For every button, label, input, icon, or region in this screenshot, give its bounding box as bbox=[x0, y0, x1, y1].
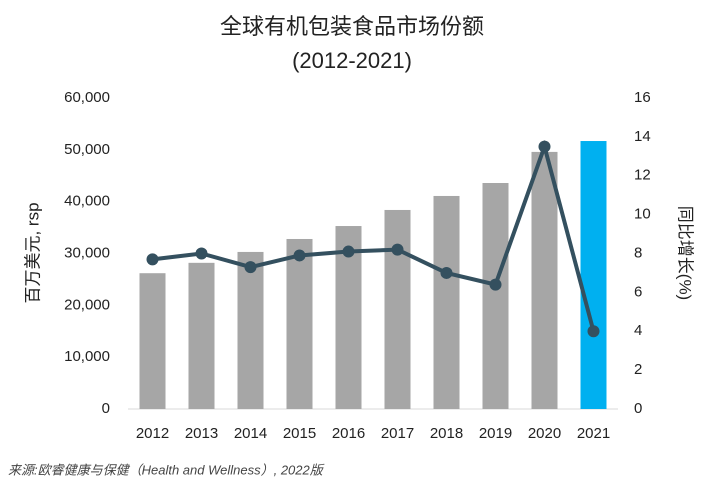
bar bbox=[433, 195, 460, 409]
y2-tick-label: 10 bbox=[634, 206, 651, 223]
line-point bbox=[195, 247, 208, 260]
x-tick-label: 2015 bbox=[283, 425, 316, 442]
y-tick-label: 50,000 bbox=[64, 141, 110, 158]
y-tick-label: 40,000 bbox=[64, 193, 110, 210]
bar bbox=[286, 238, 313, 409]
y2-tick-label: 6 bbox=[634, 283, 642, 300]
line-point bbox=[489, 278, 502, 291]
chart-title: 全球有机包装食品市场份额 bbox=[220, 14, 484, 39]
x-tick-label: 2016 bbox=[332, 425, 365, 442]
line bbox=[152, 139, 596, 332]
x-tick-label: 2020 bbox=[528, 425, 561, 442]
line-point bbox=[244, 261, 257, 274]
y2-tick-label: 0 bbox=[634, 400, 642, 417]
bar bbox=[139, 273, 166, 409]
bar bbox=[531, 151, 558, 409]
x-tick-label: 2014 bbox=[234, 425, 267, 442]
line-point bbox=[293, 249, 306, 262]
line-point bbox=[440, 266, 453, 279]
y-tick-label: 10,000 bbox=[64, 348, 110, 365]
line-point bbox=[391, 243, 404, 256]
bar bbox=[580, 141, 607, 409]
line-point bbox=[538, 140, 551, 153]
line-point bbox=[146, 253, 159, 266]
line-point bbox=[587, 325, 600, 338]
x-tick-label: 2018 bbox=[430, 425, 463, 442]
bar bbox=[188, 262, 215, 409]
source-note: 来源:欧睿健康与保健（Health and Wellness）, 2022版 bbox=[8, 462, 325, 477]
y2-tick-label: 4 bbox=[634, 322, 642, 339]
y-axis-title: 百万美元, rsp bbox=[23, 202, 42, 303]
x-tick-label: 2012 bbox=[136, 425, 169, 442]
y-tick-label: 0 bbox=[102, 400, 110, 417]
y2-tick-label: 16 bbox=[634, 89, 651, 106]
y-tick-label: 30,000 bbox=[64, 244, 110, 261]
y2-tick-label: 8 bbox=[634, 244, 642, 261]
bar bbox=[482, 183, 509, 409]
y2-tick-label: 14 bbox=[634, 128, 651, 145]
y-tick-label: 60,000 bbox=[64, 89, 110, 106]
x-tick-label: 2021 bbox=[577, 425, 610, 442]
y2-axis-title: 同比增长(%) bbox=[676, 206, 695, 300]
x-tick-label: 2013 bbox=[185, 425, 218, 442]
y-tick-label: 20,000 bbox=[64, 296, 110, 313]
chart-subtitle: (2012-2021) bbox=[292, 48, 412, 73]
line-point bbox=[342, 245, 355, 258]
y2-tick-label: 2 bbox=[634, 361, 642, 378]
y2-tick-label: 12 bbox=[634, 167, 651, 184]
x-tick-label: 2019 bbox=[479, 425, 512, 442]
bar bbox=[384, 209, 411, 409]
x-tick-label: 2017 bbox=[381, 425, 414, 442]
bar bbox=[237, 251, 264, 409]
